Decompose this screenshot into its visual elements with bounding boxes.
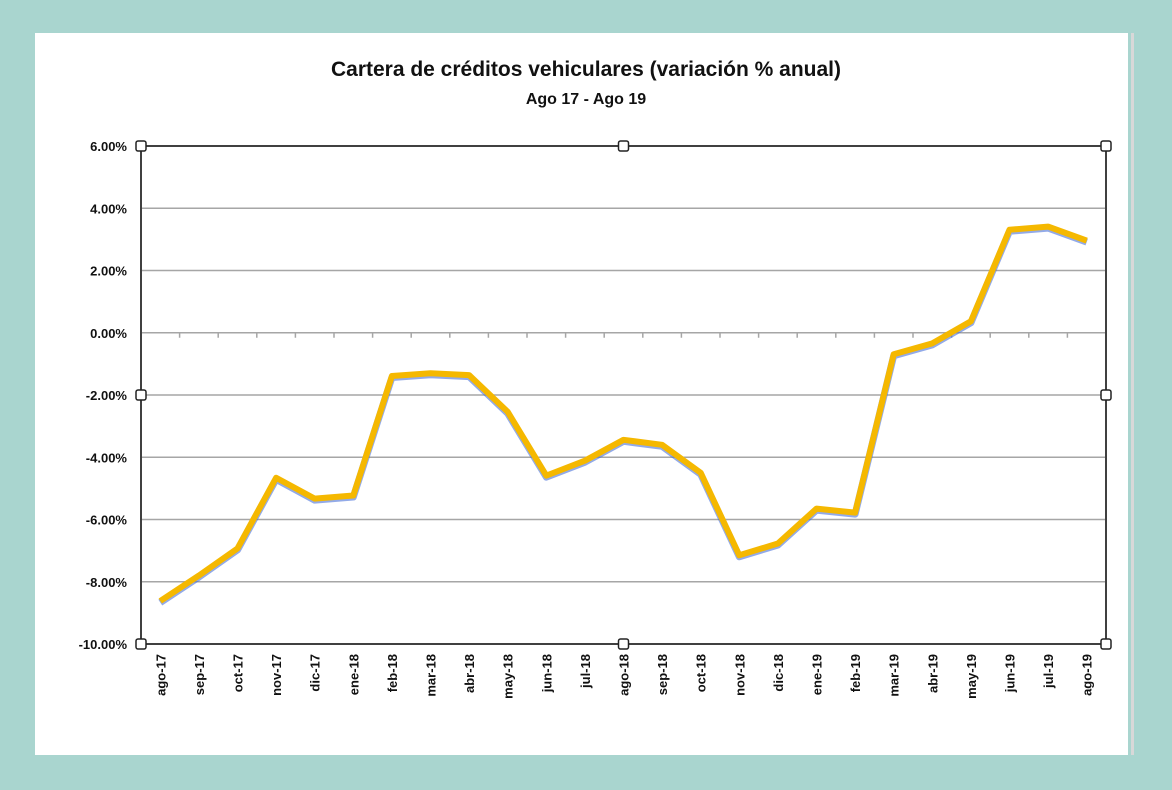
resize-handle[interactable] — [617, 638, 630, 650]
x-tick-label: feb-19 — [848, 654, 863, 692]
y-tick-label: -6.00% — [86, 513, 128, 528]
resize-handle[interactable] — [135, 140, 147, 152]
chart-panel — [35, 33, 1128, 755]
x-tick-label: mar-18 — [424, 654, 439, 697]
y-tick-label: -2.00% — [86, 388, 128, 403]
x-tick-label: ago-19 — [1080, 654, 1095, 696]
x-tick-label: may-18 — [501, 654, 516, 699]
window-divider — [1131, 33, 1134, 755]
x-tick-label: nov-18 — [732, 654, 747, 696]
x-tick-label: nov-17 — [269, 654, 284, 696]
chart-subtitle: Ago 17 - Ago 19 — [525, 91, 647, 108]
x-tick-label: mar-19 — [887, 654, 902, 697]
y-tick-label: 2.00% — [90, 264, 127, 279]
resize-handle[interactable] — [135, 389, 147, 401]
x-tick-label: sep-17 — [192, 654, 207, 695]
series-line-shadow — [158, 224, 1088, 606]
x-tick-label: may-19 — [964, 654, 979, 699]
y-tick-label: -10.00% — [79, 637, 128, 652]
x-tick-label: abr-19 — [925, 654, 940, 693]
y-tick-label: 0.00% — [90, 326, 127, 341]
y-tick-label: 4.00% — [90, 201, 127, 216]
x-tick-label: ene-19 — [810, 654, 825, 695]
x-tick-label: ene-18 — [346, 654, 361, 695]
x-tick-label: dic-17 — [308, 654, 323, 692]
y-tick-label: -4.00% — [86, 450, 128, 465]
x-tick-label: sep-18 — [655, 654, 670, 695]
x-tick-label: jun-18 — [539, 654, 554, 693]
series-line — [158, 223, 1088, 604]
y-tick-label: 6.00% — [90, 139, 127, 154]
resize-handle[interactable] — [617, 140, 630, 152]
resize-handle[interactable] — [1100, 389, 1112, 401]
x-tick-label: jul-19 — [1041, 654, 1056, 689]
x-tick-label: feb-18 — [385, 654, 400, 692]
x-tick-label: ago-18 — [617, 654, 632, 696]
x-tick-label: ago-17 — [153, 654, 168, 696]
x-tick-label: jun-19 — [1003, 654, 1018, 693]
resize-handle[interactable] — [135, 638, 147, 650]
resize-handle[interactable] — [1100, 140, 1112, 152]
x-tick-label: oct-17 — [231, 654, 246, 692]
x-tick-label: oct-18 — [694, 654, 709, 692]
chart-title: Cartera de créditos vehiculares (variaci… — [330, 58, 842, 81]
x-tick-label: dic-18 — [771, 654, 786, 692]
x-tick-label: abr-18 — [462, 654, 477, 693]
x-tick-label: jul-18 — [578, 654, 593, 689]
resize-handle[interactable] — [1100, 638, 1112, 650]
y-tick-label: -8.00% — [86, 575, 128, 590]
